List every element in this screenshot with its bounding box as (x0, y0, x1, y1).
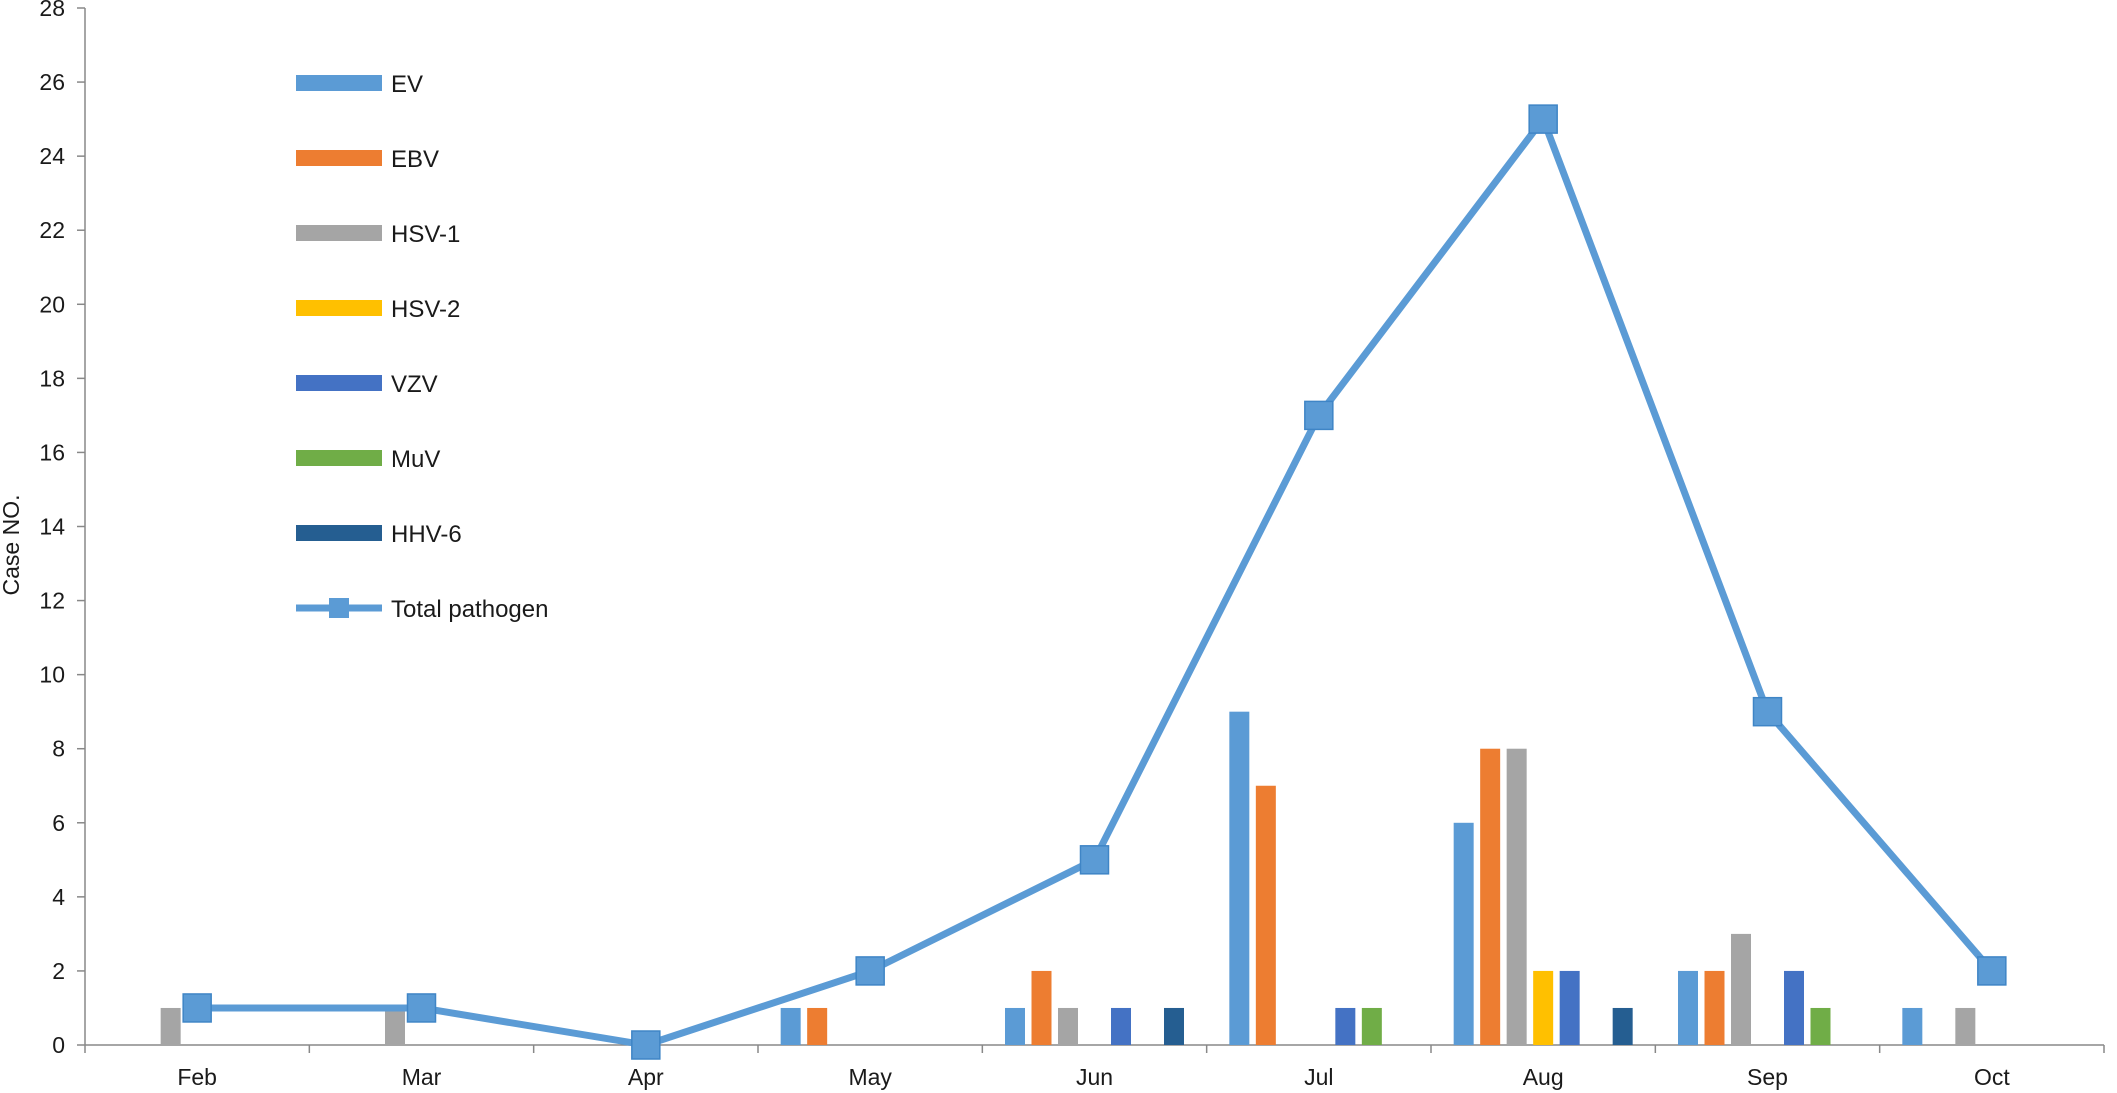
y-tick-label: 18 (39, 365, 65, 391)
bar-ev-may (780, 1007, 801, 1045)
y-tick-label: 0 (52, 1032, 65, 1058)
legend-label: HHV-6 (391, 521, 462, 548)
x-tick-label: May (848, 1064, 892, 1090)
bar-vzv-aug (1559, 970, 1580, 1045)
legend-swatch-vzv (296, 375, 382, 391)
bar-vzv-jun (1111, 1007, 1131, 1045)
bar-hsv-1-jun (1058, 1007, 1078, 1045)
legend: EV EBV HSV-1 HSV-2 VZV MuV HHV-6 Total pathogen (296, 71, 548, 623)
bar-ebv-may (807, 1007, 828, 1045)
legend-swatch-hsv-2 (296, 300, 382, 316)
legend-label: HSV-1 (391, 221, 460, 248)
bar-ev-oct (1902, 1007, 1923, 1045)
bar-hsv-1-aug (1506, 748, 1527, 1045)
total-pathogen-marker-feb (182, 993, 212, 1023)
y-tick-label: 10 (39, 662, 65, 688)
legend-swatch-ebv (296, 150, 382, 166)
bar-ev-jun (1005, 1007, 1025, 1045)
total-line (182, 104, 2007, 1060)
y-tick-label: 20 (39, 291, 65, 317)
bar-hhv-6-aug (1612, 1007, 1633, 1045)
legend-label: Total pathogen (391, 596, 548, 623)
x-axis-ticks: Feb Mar Apr May Jun Jul Aug Sep Oct (84, 1045, 2105, 1090)
bar-vzv-jul (1335, 1007, 1356, 1045)
legend-label: VZV (391, 371, 438, 398)
total-pathogen-marker-jun (1079, 845, 1110, 875)
bar-hsv-1-oct (1955, 1007, 1976, 1045)
bar-ebv-jun (1031, 970, 1052, 1045)
bar-ebv-jul (1255, 785, 1276, 1045)
bar-ev-jul (1229, 711, 1250, 1045)
total-pathogen-marker-apr (631, 1030, 661, 1060)
x-tick-label: Jul (1304, 1064, 1333, 1090)
total-pathogen-marker-aug (1528, 104, 1558, 134)
bars (160, 711, 1976, 1045)
legend-label: HSV-2 (391, 296, 460, 323)
total-pathogen-marker-may (855, 956, 885, 986)
legend-swatch-hsv-1 (296, 225, 382, 241)
x-tick-label: Feb (177, 1064, 217, 1090)
legend-marker-total-pathogen (329, 598, 349, 618)
legend-label: MuV (391, 446, 440, 473)
y-tick-label: 8 (52, 736, 65, 762)
total-pathogen-line (197, 115, 1995, 1049)
bar-ev-sep (1678, 970, 1698, 1045)
legend-label: EBV (391, 146, 439, 173)
legend-swatch-muv (296, 450, 382, 466)
x-tick-label: Oct (1974, 1064, 2010, 1090)
bar-ebv-sep (1704, 970, 1725, 1045)
y-tick-label: 12 (39, 588, 65, 614)
total-pathogen-marker-oct (1977, 956, 2007, 986)
y-tick-label: 26 (39, 69, 65, 95)
x-tick-label: Aug (1523, 1064, 1564, 1090)
y-tick-label: 28 (39, 0, 65, 21)
bar-ev-aug (1453, 822, 1474, 1045)
legend-label: EV (391, 71, 423, 98)
total-pathogen-marker-mar (406, 993, 437, 1023)
legend-swatch-ev (296, 75, 382, 91)
y-tick-label: 24 (39, 143, 65, 169)
bar-muv-sep (1810, 1007, 1831, 1045)
y-tick-label: 16 (39, 439, 65, 465)
y-axis-title: Case NO. (0, 495, 24, 596)
y-tick-label: 6 (52, 810, 65, 836)
y-tick-label: 2 (52, 958, 65, 984)
bar-hhv-6-jun (1164, 1007, 1184, 1045)
y-tick-label: 22 (39, 217, 65, 243)
x-tick-label: Sep (1747, 1064, 1788, 1090)
legend-swatch-hhv-6 (296, 525, 382, 541)
total-pathogen-marker-jul (1304, 400, 1334, 431)
x-tick-label: Apr (628, 1064, 664, 1090)
bar-ebv-aug (1480, 748, 1501, 1045)
bar-vzv-sep (1784, 970, 1804, 1045)
y-tick-label: 14 (39, 514, 65, 540)
total-pathogen-marker-sep (1752, 696, 1783, 727)
bar-hsv-1-mar (385, 1007, 405, 1045)
bar-muv-jul (1361, 1007, 1382, 1045)
y-tick-label: 4 (52, 884, 65, 910)
x-tick-label: Jun (1076, 1064, 1113, 1090)
axes (84, 8, 2104, 1046)
bar-hsv-1-feb (160, 1007, 181, 1045)
bar-hsv-2-aug (1533, 970, 1554, 1045)
x-tick-label: Mar (402, 1064, 442, 1090)
bar-hsv-1-sep (1731, 933, 1751, 1045)
